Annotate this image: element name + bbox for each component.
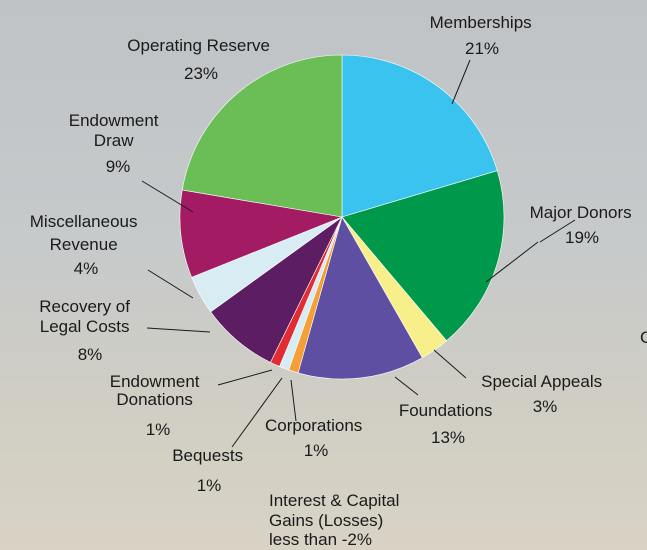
pie-slices — [179, 54, 505, 380]
leader-foundations — [394, 376, 419, 396]
edge-fragment-label: C — [640, 328, 647, 347]
label-endowment-donations: Endowment Donations 1% — [110, 372, 205, 439]
label-misc-revenue: Miscellaneous Revenue 4% — [30, 212, 142, 278]
slice-foundations — [297, 216, 423, 380]
leader-major-donors — [485, 241, 539, 283]
slice-operating-reserve — [181, 54, 343, 218]
label-memberships: Memberships 21% — [430, 13, 537, 58]
leader-endowment-draw — [141, 180, 194, 213]
slice-memberships — [341, 54, 498, 218]
label-bequests: Bequests 1% — [172, 446, 248, 495]
leader-recovery — [146, 327, 211, 333]
leader-endowment-donations — [217, 369, 273, 386]
label-special-appeals: Special Appeals 3% — [481, 372, 607, 416]
label-recovery: Recovery of Legal Costs 8% — [39, 297, 134, 364]
leader-major-donors-2 — [539, 219, 576, 243]
slice-major-donors — [341, 170, 505, 342]
leader-corporations — [290, 379, 297, 422]
label-foundations: Foundations 13% — [399, 401, 497, 447]
label-operating-reserve: Operating Reserve 23% — [127, 36, 274, 83]
leader-memberships — [451, 59, 471, 105]
label-endowment-draw: Endowment Draw 9% — [69, 111, 164, 176]
label-major-donors: Major Donors 19% — [530, 203, 637, 247]
label-interest-capital-gains: Interest & Capital Gains (Losses) less t… — [269, 491, 404, 549]
leader-misc-revenue — [147, 269, 194, 299]
leader-special-appeals — [433, 349, 467, 379]
slice-endowment-draw — [179, 189, 344, 278]
label-corporations: Corporations 1% — [265, 416, 367, 460]
leader-bequests — [231, 377, 283, 448]
